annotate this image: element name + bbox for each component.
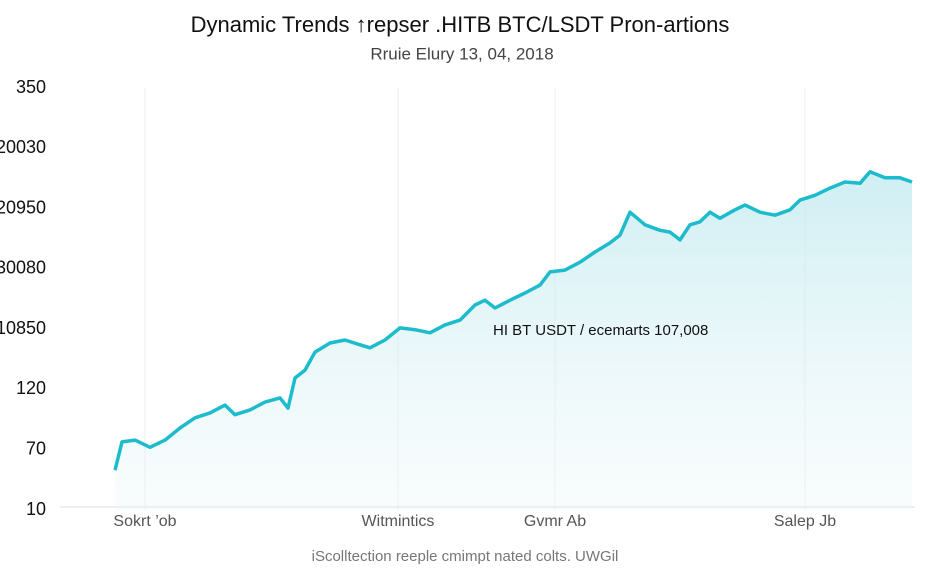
y-tick-label: 10850 <box>0 318 46 338</box>
chart-subtitle: Rruie Elury 13, 04, 2018 <box>370 44 553 63</box>
area <box>115 171 912 511</box>
x-tick-label: Salep Jb <box>774 513 836 530</box>
annotation: HI BT USDT / ecemarts 107,008 <box>493 322 708 339</box>
y-tick-label: 20950 <box>0 197 46 217</box>
y-tick-label: 20030 <box>0 137 46 157</box>
y-tick-label: 30080 <box>0 258 46 278</box>
line <box>113 170 913 471</box>
chart-title: Dynamic Trends ↑repser .HITB BTC/LSDT Pr… <box>191 12 730 37</box>
x-tick-label: Witmintics <box>362 513 435 530</box>
x-tick-label: Gvmr Ab <box>524 513 586 530</box>
x-tick-label: Sokrt ’ob <box>113 513 176 530</box>
y-tick-label: 10 <box>26 499 46 519</box>
y-tick-label: 350 <box>16 77 46 97</box>
y-tick-label: 70 <box>26 438 46 458</box>
footer: iScolltection reeple cmimpt nated colts.… <box>312 548 619 565</box>
y-tick-label: 120 <box>16 378 46 398</box>
